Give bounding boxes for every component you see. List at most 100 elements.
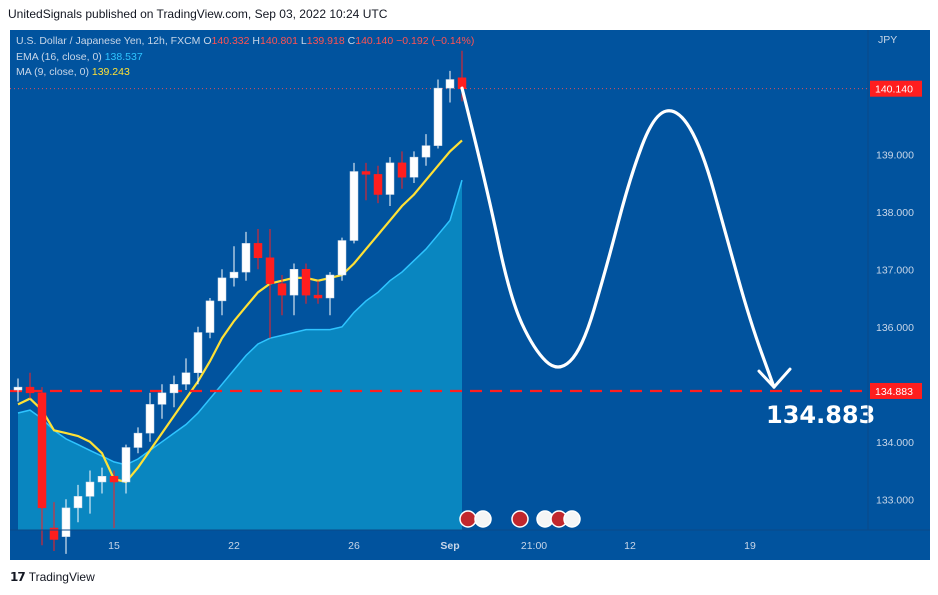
event-flag-icon: [474, 510, 492, 528]
candle-body: [121, 447, 131, 483]
candle-body: [289, 269, 299, 296]
candle-body: [49, 527, 59, 540]
candle: [289, 263, 299, 316]
candle-body: [13, 386, 23, 391]
y-tick-label: 136.000: [876, 322, 914, 334]
candle-body: [385, 162, 395, 195]
forecast-arrowhead: [757, 367, 792, 389]
x-tick-label: 26: [348, 540, 360, 552]
candle: [229, 246, 239, 287]
current-price-tag: 140.140: [870, 80, 922, 97]
current-price-tag-text: 140.140: [875, 84, 913, 96]
brand-label: TradingView: [28, 570, 95, 584]
candle: [325, 272, 335, 316]
ema-line: [17, 179, 463, 466]
candle-body: [61, 507, 71, 537]
candle: [37, 387, 47, 546]
x-tick-label: 15: [108, 540, 120, 552]
candle-body: [373, 174, 383, 195]
ema-row: EMA (16, close, 0) 138.537: [16, 50, 474, 66]
y-tick-label: 139.000: [876, 149, 914, 161]
event-flag-icon: [459, 510, 477, 528]
candle: [157, 384, 167, 419]
chart-legend: U.S. Dollar / Japanese Yen, 12h, FXCM O1…: [16, 34, 474, 81]
change-value: −0.192 (−0.14%): [396, 35, 475, 47]
candle: [313, 280, 323, 304]
candle-body: [169, 384, 179, 394]
candle-body: [325, 274, 335, 299]
candle: [385, 157, 395, 206]
candle-body: [241, 243, 251, 273]
candle-body: [397, 162, 407, 178]
candle-body: [301, 269, 311, 296]
candle: [445, 70, 455, 103]
target-price-tag: 134.883: [870, 382, 922, 399]
tradingview-logo-icon: 𝟭𝟳: [10, 570, 26, 584]
candle: [349, 162, 359, 244]
candle-body: [37, 392, 47, 509]
candle: [121, 444, 131, 494]
candle-body: [313, 294, 323, 299]
candle-body: [109, 476, 119, 483]
candle: [193, 326, 203, 385]
high-value: 140.801: [260, 35, 298, 47]
event-flag-icon: [511, 510, 529, 528]
candle: [13, 378, 23, 402]
open-value: 140.332: [211, 35, 250, 47]
candle-body: [421, 145, 431, 158]
target-price-label: 134.883: [766, 401, 875, 429]
ma-row: MA (9, close, 0) 139.243: [16, 65, 474, 81]
forecast-path: [460, 86, 776, 389]
publisher-caption: UnitedSignals published on TradingView.c…: [8, 7, 388, 21]
low-value: 139.918: [306, 35, 345, 47]
candle: [241, 231, 251, 281]
y-tick-label: 133.000: [876, 494, 914, 506]
open-label: O: [203, 35, 212, 47]
candle: [205, 298, 215, 339]
candle: [217, 269, 227, 316]
candle-body: [73, 496, 83, 509]
target-price-tag-bg: [870, 382, 922, 399]
ma-label: MA (9, close, 0): [16, 66, 89, 78]
candle: [433, 79, 443, 149]
candle-body: [445, 79, 455, 89]
candle: [73, 484, 83, 523]
candle: [301, 263, 311, 304]
y-tick-label: 138.000: [876, 207, 914, 219]
candle: [85, 470, 95, 514]
candle-body: [409, 156, 419, 178]
symbol-title: U.S. Dollar / Japanese Yen, 12h, FXCM: [16, 35, 201, 47]
ohlc-row: U.S. Dollar / Japanese Yen, 12h, FXCM O1…: [16, 34, 474, 50]
candle: [109, 470, 119, 528]
currency-label: JPY: [878, 34, 897, 46]
candle-body: [193, 332, 203, 373]
candle-body: [97, 476, 107, 483]
candle-body: [205, 300, 215, 333]
candle: [265, 229, 275, 339]
target-price-tag-text: 134.883: [875, 386, 913, 398]
x-tick-label: 22: [228, 540, 240, 552]
ema-value: 138.537: [104, 50, 143, 63]
candle-body: [181, 372, 191, 385]
price-chart[interactable]: 134.883 139.000 138.000 137.000 136.000 134.0…: [10, 30, 930, 560]
ema-label: EMA (16, close, 0): [16, 50, 102, 63]
candle: [361, 162, 371, 201]
candle: [253, 229, 263, 270]
y-tick-label: 134.000: [876, 437, 914, 449]
candle: [49, 502, 59, 551]
ma-line: [17, 139, 463, 484]
candle: [145, 392, 155, 442]
candle-body: [277, 283, 287, 296]
y-tick-label: 137.000: [876, 264, 914, 276]
candle-body: [361, 171, 371, 175]
candle: [169, 375, 179, 408]
chart-area[interactable]: 134.883 139.000 138.000 137.000 136.000 134.0…: [10, 30, 930, 560]
candle-body: [349, 171, 359, 241]
tradingview-brand[interactable]: 𝟭𝟳 TradingView: [10, 570, 95, 584]
candle: [277, 275, 287, 316]
candle-body: [145, 404, 155, 434]
candle: [97, 467, 107, 494]
current-price-tag-bg: [870, 80, 922, 97]
candle: [337, 237, 347, 281]
candle-body: [133, 432, 143, 448]
